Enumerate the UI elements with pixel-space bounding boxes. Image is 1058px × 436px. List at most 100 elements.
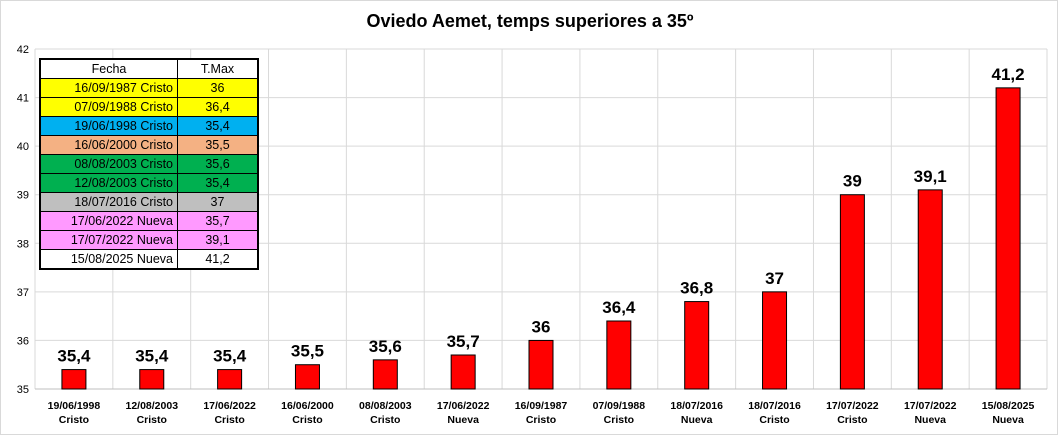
data-label: 36,4	[602, 298, 636, 317]
bar	[917, 189, 943, 390]
legend-cell-fecha: 07/09/1988 Cristo	[39, 97, 178, 117]
x-tick-label-site: Cristo	[526, 414, 556, 426]
x-axis-tick-labels: 19/06/1998 Cristo 12/08/2003 Cristo 17/06/20…	[48, 400, 1035, 426]
y-tick-label: 39	[17, 190, 29, 202]
bar	[684, 301, 710, 390]
legend-cell-fecha: 17/07/2022 Nueva	[39, 230, 178, 250]
bar	[839, 194, 865, 390]
legend-table-row: 16/06/2000 Cristo 35,5	[39, 135, 259, 155]
legend-cell-fecha: 18/07/2016 Cristo	[39, 192, 178, 212]
data-label: 39,1	[914, 167, 947, 186]
bar	[606, 320, 632, 390]
x-tick-label-date: 17/07/2022	[904, 400, 957, 412]
y-tick-label: 40	[17, 141, 29, 153]
data-label: 41,2	[992, 65, 1025, 84]
legend-cell-fecha: 16/09/1987 Cristo	[39, 78, 178, 98]
bar	[294, 364, 320, 390]
y-tick-label: 37	[17, 287, 29, 299]
bar	[995, 87, 1021, 390]
x-tick-label-date: 17/07/2022	[826, 400, 879, 412]
legend-table: Fecha T.Max 16/09/1987 Cristo 36 07/09/198…	[39, 58, 259, 270]
legend-table-row: 15/08/2025 Nueva 41,2	[39, 249, 259, 270]
data-label: 36,8	[680, 279, 713, 298]
y-tick-label: 38	[17, 238, 29, 250]
legend-cell-tmax: 36,4	[177, 97, 259, 117]
bar	[762, 291, 788, 390]
x-tick-label-date: 16/06/2000	[281, 400, 334, 412]
y-tick-label: 36	[17, 335, 29, 347]
legend-cell-tmax: 35,6	[177, 154, 259, 174]
x-tick-label-site: Nueva	[914, 414, 946, 426]
x-tick-label-date: 15/08/2025	[982, 400, 1035, 412]
bar	[372, 359, 398, 390]
data-label: 39	[843, 172, 862, 191]
x-tick-label-site: Cristo	[837, 414, 867, 426]
legend-table-row: 16/09/1987 Cristo 36	[39, 78, 259, 98]
x-tick-label-site: Cristo	[292, 414, 322, 426]
bar	[450, 354, 476, 390]
x-tick-label-site: Cristo	[59, 414, 89, 426]
data-label: 35,5	[291, 342, 324, 361]
legend-cell-tmax: 35,7	[177, 211, 259, 231]
bar	[61, 369, 87, 390]
legend-table-row: 17/07/2022 Nueva 39,1	[39, 230, 259, 250]
x-tick-label-date: 17/06/2022	[437, 400, 490, 412]
data-label: 35,4	[135, 347, 169, 366]
data-label: 35,7	[447, 332, 480, 351]
chart-title: Oviedo Aemet, temps superiores a 35º	[366, 11, 694, 31]
legend-header-tmax: T.Max	[177, 58, 259, 79]
y-axis-tick-labels: 35 36 37 38 39 40 41 42	[17, 44, 29, 396]
x-tick-label-date: 16/09/1987	[515, 400, 568, 412]
legend-cell-fecha: 12/08/2003 Cristo	[39, 173, 178, 193]
y-tick-label: 41	[17, 93, 29, 105]
legend-cell-fecha: 08/08/2003 Cristo	[39, 154, 178, 174]
x-tick-label-site: Cristo	[214, 414, 244, 426]
data-label: 35,6	[369, 337, 402, 356]
legend-cell-tmax: 37	[177, 192, 259, 212]
x-tick-label-site: Cristo	[604, 414, 634, 426]
legend-cell-tmax: 36	[177, 78, 259, 98]
bar	[139, 369, 165, 390]
data-label: 37	[765, 269, 784, 288]
x-tick-label-site: Cristo	[137, 414, 167, 426]
legend-table-row: 12/08/2003 Cristo 35,4	[39, 173, 259, 193]
legend-cell-tmax: 35,5	[177, 135, 259, 155]
legend-cell-tmax: 41,2	[177, 249, 259, 270]
bar	[217, 369, 243, 390]
x-tick-label-date: 07/09/1988	[593, 400, 646, 412]
legend-cell-tmax: 35,4	[177, 116, 259, 136]
legend-table-row: 18/07/2016 Cristo 37	[39, 192, 259, 212]
legend-table-row: 07/09/1988 Cristo 36,4	[39, 97, 259, 117]
legend-table-header-row: Fecha T.Max	[39, 58, 259, 79]
x-tick-label-date: 19/06/1998	[48, 400, 101, 412]
y-tick-label: 42	[17, 44, 29, 56]
x-tick-label-site: Nueva	[447, 414, 479, 426]
y-tick-label: 35	[17, 384, 29, 396]
data-label: 35,4	[213, 347, 247, 366]
legend-table-row: 17/06/2022 Nueva 35,7	[39, 211, 259, 231]
x-tick-label-site: Nueva	[681, 414, 713, 426]
legend-cell-tmax: 39,1	[177, 230, 259, 250]
bar	[528, 339, 554, 390]
legend-cell-fecha: 16/06/2000 Cristo	[39, 135, 178, 155]
legend-cell-fecha: 17/06/2022 Nueva	[39, 211, 178, 231]
x-tick-label-date: 17/06/2022	[203, 400, 256, 412]
legend-cell-fecha: 19/06/1998 Cristo	[39, 116, 178, 136]
x-tick-label-site: Nueva	[992, 414, 1024, 426]
x-tick-label-date: 12/08/2003	[125, 400, 178, 412]
legend-table-row: 19/06/1998 Cristo 35,4	[39, 116, 259, 136]
legend-cell-tmax: 35,4	[177, 173, 259, 193]
data-label: 35,4	[57, 347, 91, 366]
legend-cell-fecha: 15/08/2025 Nueva	[39, 249, 178, 270]
x-tick-label-date: 18/07/2016	[748, 400, 801, 412]
data-label: 36	[532, 317, 551, 336]
x-tick-label-date: 18/07/2016	[670, 400, 723, 412]
x-tick-label-site: Cristo	[759, 414, 789, 426]
legend-header-fecha: Fecha	[39, 58, 178, 79]
legend-table-row: 08/08/2003 Cristo 35,6	[39, 154, 259, 174]
bars	[61, 87, 1021, 390]
x-tick-label-site: Cristo	[370, 414, 400, 426]
